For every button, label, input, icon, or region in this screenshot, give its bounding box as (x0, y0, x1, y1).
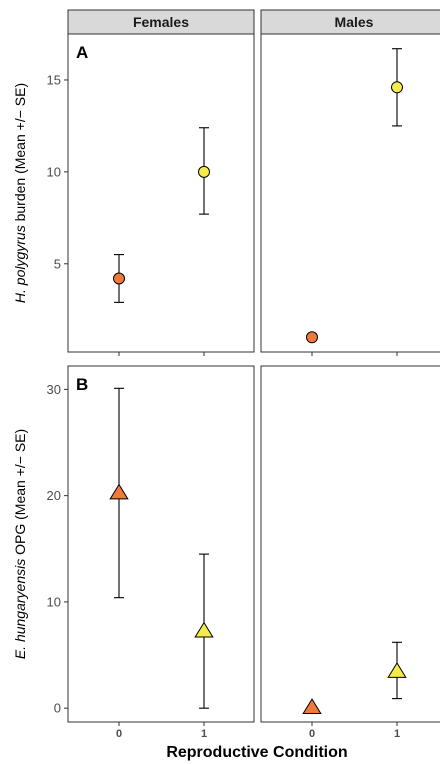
y-tick-label-a: 15 (47, 72, 61, 87)
y-axis-title-b: E. hungaryensis OPG (Mean +/− SE) (12, 429, 28, 659)
point-b-males-1-marker (387, 662, 407, 678)
panel-b-males (260, 365, 440, 723)
x-tick-label-females: 0 (116, 728, 122, 740)
point-a-males-0-marker (306, 331, 318, 344)
y-axis-title-a-species: H. polygyrus (12, 225, 28, 303)
y-axis-title-a: H. polygyrus burden (Mean +/− SE) (12, 83, 28, 303)
point-b-females-0-marker (109, 483, 129, 500)
strip-females-label: Females (133, 14, 189, 30)
x-tick-label-females: 1 (201, 728, 207, 740)
point-a-males-1-marker (391, 81, 403, 94)
point-a-females-0-marker (113, 272, 125, 285)
strip-males (260, 9, 440, 35)
panel-letter-a: A (76, 43, 88, 62)
y-tick-label-a: 10 (47, 164, 61, 179)
y-axis-title-b-species: E. hungaryensis (12, 559, 28, 659)
y-tick-label-b: 30 (47, 382, 61, 397)
point-b-females-1-marker (194, 621, 214, 638)
panel-b-females (67, 365, 255, 723)
x-tick-label-males: 0 (309, 728, 315, 740)
panel-a-females (67, 33, 255, 353)
strip-females (67, 9, 255, 35)
y-axis-title-a-rest: burden (Mean +/− SE) (12, 83, 28, 225)
x-axis-title: Reproductive Condition (166, 744, 347, 761)
panel-a-males (260, 33, 440, 353)
y-tick-label-a: 5 (54, 256, 61, 271)
panel-letter-b: B (76, 375, 88, 394)
x-tick-label-males: 1 (394, 728, 400, 740)
y-tick-label-b: 0 (54, 701, 61, 716)
point-b-males-0-marker (302, 698, 322, 715)
y-tick-label-b: 10 (47, 594, 61, 609)
y-axis-title-b-rest: OPG (Mean +/− SE) (12, 429, 28, 559)
point-a-females-1-marker (198, 165, 210, 178)
y-tick-label-b: 20 (47, 488, 61, 503)
strip-males-label: Males (335, 14, 374, 30)
